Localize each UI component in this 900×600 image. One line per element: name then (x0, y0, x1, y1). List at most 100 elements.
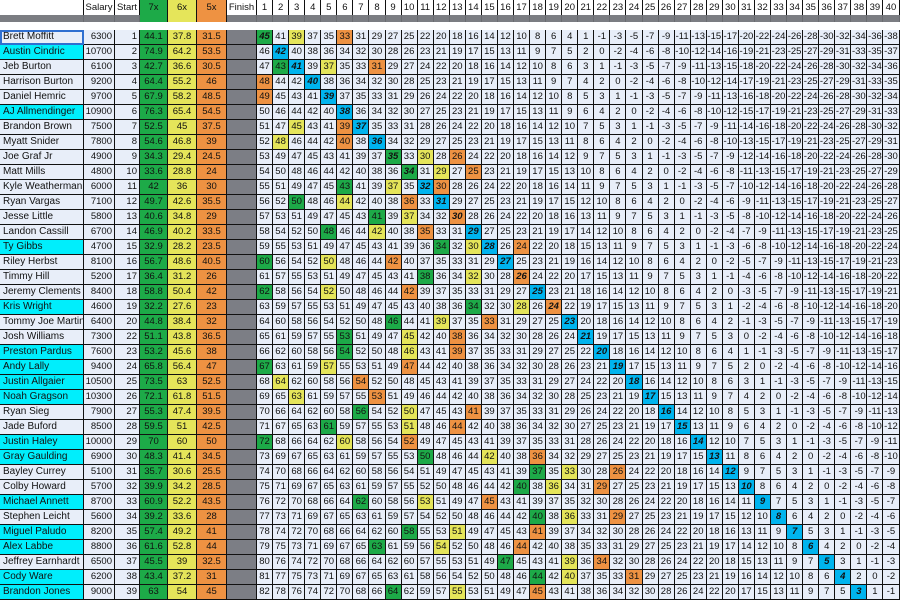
points-cell-pos-18[interactable]: 10 (530, 60, 547, 75)
points-cell-pos-26[interactable]: 0 (658, 165, 675, 180)
points-cell-pos-37[interactable]: -32 (835, 30, 852, 45)
points-cell-pos-34[interactable]: -4 (787, 360, 804, 375)
7x-target-cell[interactable]: 72.1 (140, 390, 168, 405)
points-cell-pos-24[interactable]: 22 (626, 435, 643, 450)
points-cell-pos-20[interactable]: 17 (562, 225, 579, 240)
points-cell-pos-4[interactable]: 51 (305, 240, 322, 255)
points-cell-pos-14[interactable]: 34 (465, 300, 482, 315)
points-cell-pos-2[interactable]: 78 (273, 585, 290, 600)
points-cell-pos-6[interactable]: 39 (337, 120, 354, 135)
points-cell-pos-20[interactable]: 6 (562, 60, 579, 75)
5x-target-cell[interactable]: 31 (197, 570, 227, 585)
points-cell-pos-35[interactable]: -14 (803, 240, 820, 255)
points-cell-pos-10[interactable]: 35 (401, 180, 418, 195)
points-cell-pos-33[interactable]: -5 (771, 315, 788, 330)
points-cell-pos-5[interactable]: 44 (321, 165, 338, 180)
points-cell-pos-21[interactable]: 1 (578, 30, 595, 45)
points-cell-pos-27[interactable]: 13 (674, 390, 691, 405)
start-cell[interactable]: 29 (115, 435, 140, 450)
points-cell-pos-35[interactable]: -10 (803, 300, 820, 315)
points-cell-pos-6[interactable]: 37 (337, 90, 354, 105)
points-cell-pos-40[interactable]: -29 (883, 165, 900, 180)
points-cell-pos-30[interactable]: -12 (722, 105, 739, 120)
salary-cell[interactable]: 5600 (84, 510, 115, 525)
points-cell-pos-16[interactable]: 42 (497, 480, 514, 495)
points-cell-pos-2[interactable]: 67 (273, 420, 290, 435)
points-cell-pos-15[interactable]: 22 (481, 150, 498, 165)
points-cell-pos-5[interactable]: 60 (321, 405, 338, 420)
points-cell-pos-26[interactable]: 3 (658, 210, 675, 225)
points-cell-pos-8[interactable]: 39 (369, 180, 386, 195)
points-cell-pos-38[interactable]: -15 (851, 315, 868, 330)
points-cell-pos-7[interactable]: 64 (353, 525, 370, 540)
points-cell-pos-9[interactable]: 33 (385, 120, 402, 135)
points-cell-pos-4[interactable]: 58 (305, 345, 322, 360)
points-cell-pos-30[interactable]: -4 (722, 225, 739, 240)
points-cell-pos-8[interactable]: 44 (369, 255, 386, 270)
points-cell-pos-4[interactable]: 42 (305, 105, 322, 120)
points-cell-pos-18[interactable]: 16 (530, 150, 547, 165)
points-cell-pos-30[interactable]: 18 (722, 555, 739, 570)
points-cell-pos-10[interactable]: 36 (401, 195, 418, 210)
points-cell-pos-28[interactable]: -13 (690, 30, 707, 45)
6x-target-cell[interactable]: 39 (168, 555, 197, 570)
points-cell-pos-18[interactable]: 34 (530, 420, 547, 435)
points-cell-pos-36[interactable]: -2 (819, 450, 836, 465)
points-cell-pos-33[interactable]: -21 (771, 75, 788, 90)
7x-target-cell[interactable]: 52.5 (140, 120, 168, 135)
points-cell-pos-17[interactable]: 14 (514, 90, 531, 105)
points-cell-pos-38[interactable]: -26 (851, 150, 868, 165)
points-cell-pos-5[interactable]: 64 (321, 465, 338, 480)
points-cell-pos-31[interactable]: 2 (738, 360, 755, 375)
points-cell-pos-1[interactable]: 49 (257, 90, 274, 105)
points-cell-pos-7[interactable]: 44 (353, 225, 370, 240)
finish-input-cell[interactable] (227, 480, 257, 495)
points-cell-pos-15[interactable]: 51 (481, 585, 498, 600)
points-cell-pos-24[interactable]: -5 (626, 30, 643, 45)
points-cell-pos-20[interactable]: 35 (562, 495, 579, 510)
start-cell[interactable]: 9 (115, 150, 140, 165)
start-cell[interactable]: 23 (115, 345, 140, 360)
points-cell-pos-26[interactable]: 16 (658, 405, 675, 420)
points-cell-pos-18[interactable]: 15 (530, 135, 547, 150)
points-cell-pos-27[interactable]: 14 (674, 405, 691, 420)
points-cell-pos-22[interactable]: 21 (594, 360, 611, 375)
points-cell-pos-33[interactable]: -15 (771, 165, 788, 180)
5x-target-cell[interactable]: 36.5 (197, 330, 227, 345)
points-cell-pos-31[interactable]: -11 (738, 165, 755, 180)
start-cell[interactable]: 33 (115, 495, 140, 510)
points-cell-pos-16[interactable]: 44 (497, 510, 514, 525)
7x-target-cell[interactable]: 51.1 (140, 330, 168, 345)
points-cell-pos-17[interactable]: 27 (514, 285, 531, 300)
points-cell-pos-39[interactable]: -30 (867, 120, 884, 135)
points-cell-pos-15[interactable]: 34 (481, 330, 498, 345)
points-cell-pos-20[interactable]: 24 (562, 330, 579, 345)
points-cell-pos-15[interactable]: 25 (481, 195, 498, 210)
points-cell-pos-31[interactable]: 13 (738, 525, 755, 540)
points-cell-pos-20[interactable]: 10 (562, 120, 579, 135)
salary-cell[interactable]: 7100 (84, 195, 115, 210)
points-cell-pos-14[interactable]: 27 (465, 195, 482, 210)
points-cell-pos-1[interactable]: 71 (257, 420, 274, 435)
points-cell-pos-28[interactable]: 10 (690, 375, 707, 390)
points-cell-pos-19[interactable]: 35 (546, 465, 563, 480)
points-cell-pos-2[interactable]: 49 (273, 150, 290, 165)
points-cell-pos-21[interactable]: 35 (578, 540, 595, 555)
points-cell-pos-35[interactable]: -22 (803, 120, 820, 135)
points-cell-pos-11[interactable]: 44 (417, 360, 434, 375)
points-cell-pos-25[interactable]: 16 (642, 375, 659, 390)
points-cell-pos-30[interactable]: 9 (722, 420, 739, 435)
points-cell-pos-2[interactable]: 52 (273, 195, 290, 210)
points-cell-pos-17[interactable]: 39 (514, 465, 531, 480)
points-cell-pos-28[interactable]: 22 (690, 555, 707, 570)
points-cell-pos-14[interactable]: 53 (465, 585, 482, 600)
5x-target-cell[interactable]: 42 (197, 285, 227, 300)
points-cell-pos-39[interactable]: -9 (867, 435, 884, 450)
points-cell-pos-10[interactable]: 57 (401, 510, 418, 525)
points-cell-pos-10[interactable]: 46 (401, 345, 418, 360)
points-cell-pos-29[interactable]: 9 (706, 390, 723, 405)
points-cell-pos-17[interactable]: 25 (514, 255, 531, 270)
points-cell-pos-3[interactable]: 69 (289, 480, 306, 495)
driver-name-cell[interactable]: Landon Cassill (0, 225, 84, 240)
points-cell-pos-30[interactable]: 12 (722, 465, 739, 480)
